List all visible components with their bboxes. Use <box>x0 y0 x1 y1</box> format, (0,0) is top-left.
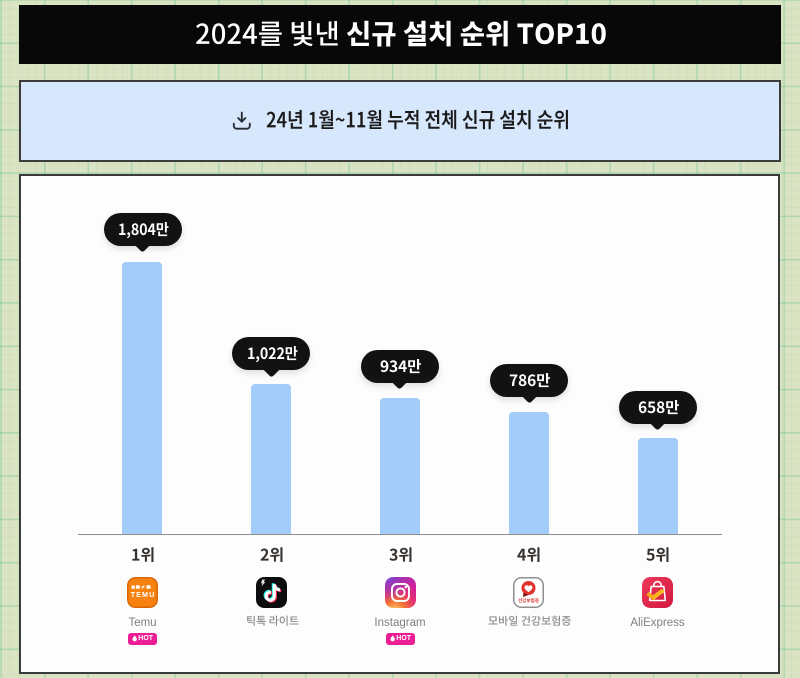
svg-text:TEMU: TEMU <box>131 590 156 599</box>
